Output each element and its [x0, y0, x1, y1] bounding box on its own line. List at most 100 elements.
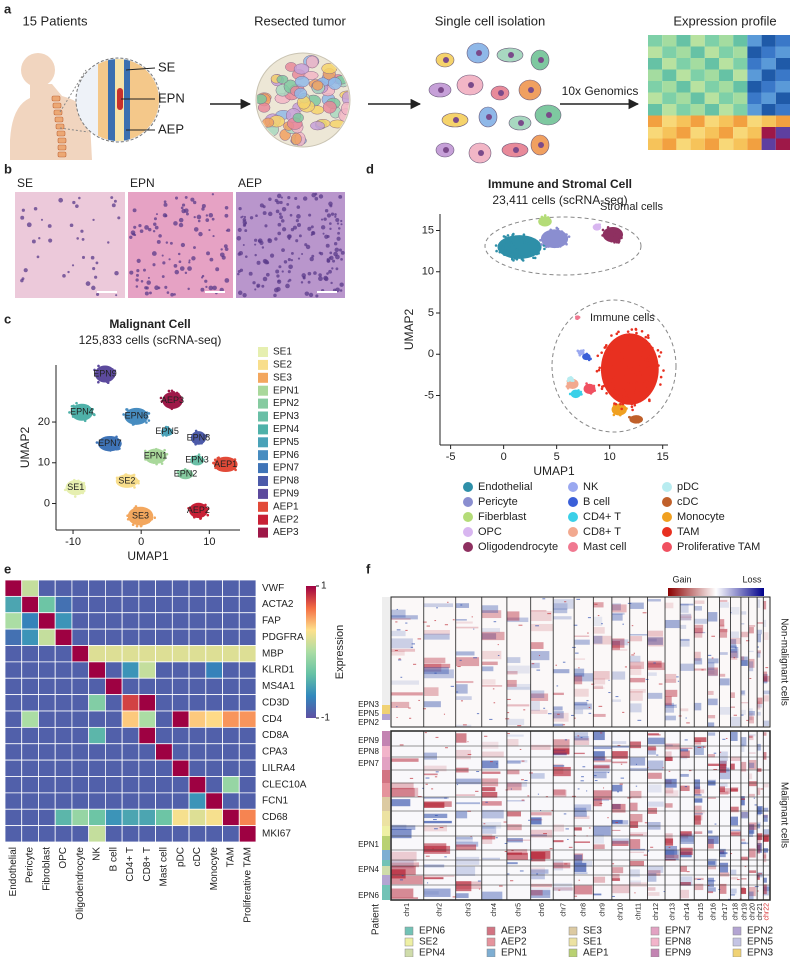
cnv-speck	[758, 873, 762, 875]
cnv-segment	[611, 640, 621, 650]
cnv-segment	[730, 831, 741, 836]
stained-nucleus	[333, 242, 338, 246]
cnv-segment	[629, 832, 648, 837]
cell-dot	[647, 342, 651, 346]
profile-cell	[704, 46, 719, 58]
stained-nucleus	[144, 225, 149, 230]
cnv-segment	[629, 802, 638, 811]
cnv-segment	[455, 810, 468, 819]
stained-nucleus	[205, 214, 209, 217]
heatmap-cell	[71, 825, 90, 843]
stained-nucleus	[153, 217, 157, 221]
heatmap-cell	[4, 792, 23, 810]
cnv-segment	[530, 773, 545, 779]
stained-nucleus	[273, 293, 277, 298]
cnv-segment	[553, 712, 569, 722]
cnv-segment	[719, 629, 728, 638]
cnv-segment	[629, 833, 644, 836]
cnv-speck	[477, 880, 481, 882]
nucleus	[443, 57, 449, 63]
cnv-speck	[436, 607, 438, 609]
profile-cell	[747, 127, 762, 139]
cnv-segment	[455, 802, 481, 805]
profile-cell	[704, 138, 719, 150]
profile-cell	[648, 35, 663, 47]
cnv-speck	[398, 658, 401, 660]
cell-dot	[593, 225, 596, 228]
cnv-segment	[730, 716, 741, 726]
column-label: Fibroblast	[41, 847, 52, 891]
profile-cell	[662, 35, 677, 47]
heatmap-cell	[21, 612, 39, 630]
cnv-speck	[497, 644, 499, 646]
heatmap-cell	[188, 776, 207, 794]
panel-letter: e	[4, 561, 11, 576]
heatmap-cell	[238, 661, 257, 679]
nucleus	[443, 147, 449, 153]
cell-dot	[620, 236, 623, 240]
heatmap-cell	[88, 579, 106, 597]
heatmap-cell	[21, 825, 39, 843]
stained-nucleus	[256, 283, 261, 288]
profile-cell	[662, 115, 677, 127]
heatmap-cell	[121, 595, 140, 614]
stained-nucleus	[173, 293, 176, 296]
cnv-segment	[719, 628, 728, 633]
cnv-segment	[481, 826, 495, 829]
cnv-segment	[647, 872, 657, 882]
cell-dot	[168, 429, 172, 433]
heatmap-cell	[222, 694, 240, 712]
heatmap-cell	[222, 759, 240, 777]
cnv-segment	[593, 746, 612, 750]
column-label: Pericyte	[25, 847, 36, 884]
cnv-segment	[455, 621, 473, 624]
cnv-segment	[647, 660, 662, 668]
cnv-segment	[707, 861, 716, 865]
cell-dot	[641, 394, 645, 398]
cnv-segment	[763, 732, 767, 736]
stained-nucleus	[278, 265, 282, 269]
profile-cell	[775, 58, 790, 70]
cell-dot	[579, 393, 583, 396]
profile-cell	[775, 115, 790, 127]
stained-nucleus	[161, 275, 165, 278]
stained-nucleus	[20, 215, 25, 220]
cnv-segment	[680, 747, 693, 749]
heatmap-cell	[171, 726, 190, 745]
cnv-segment	[481, 679, 496, 685]
cell-dot	[546, 220, 549, 224]
cell-dot	[648, 346, 651, 350]
cell-dot	[601, 228, 605, 232]
cnv-speck	[562, 661, 566, 663]
heatmap-cell	[121, 645, 140, 663]
cnv-segment	[506, 800, 525, 802]
cnv-speck	[521, 779, 524, 781]
heatmap-cell	[71, 743, 90, 761]
stained-nucleus	[154, 285, 159, 291]
cnv-speck	[580, 780, 584, 782]
profile-cell	[761, 81, 776, 93]
cnv-segment	[647, 892, 660, 896]
cnv-segment	[740, 856, 748, 861]
cell-dot	[70, 481, 74, 485]
cell-dot	[81, 484, 84, 488]
legend-label: pDC	[677, 481, 699, 493]
cell-dot	[651, 346, 654, 350]
cnv-speck	[483, 823, 486, 825]
cell-dot	[552, 242, 556, 246]
heatmap-cell	[205, 628, 223, 646]
cell-dot	[160, 400, 164, 403]
heatmap-cell	[138, 579, 157, 597]
cell-dot	[133, 486, 136, 489]
cell-dot	[635, 378, 639, 382]
cnv-speck	[443, 713, 446, 715]
profile-cell	[662, 46, 677, 58]
stained-nucleus	[318, 276, 323, 282]
cnv-segment	[553, 789, 567, 797]
cell-dot	[631, 400, 634, 404]
cnv-segment	[629, 661, 645, 669]
stained-nucleus	[326, 272, 329, 275]
cnv-speck	[555, 664, 557, 666]
stained-nucleus	[253, 238, 258, 242]
cnv-speck	[460, 604, 463, 606]
